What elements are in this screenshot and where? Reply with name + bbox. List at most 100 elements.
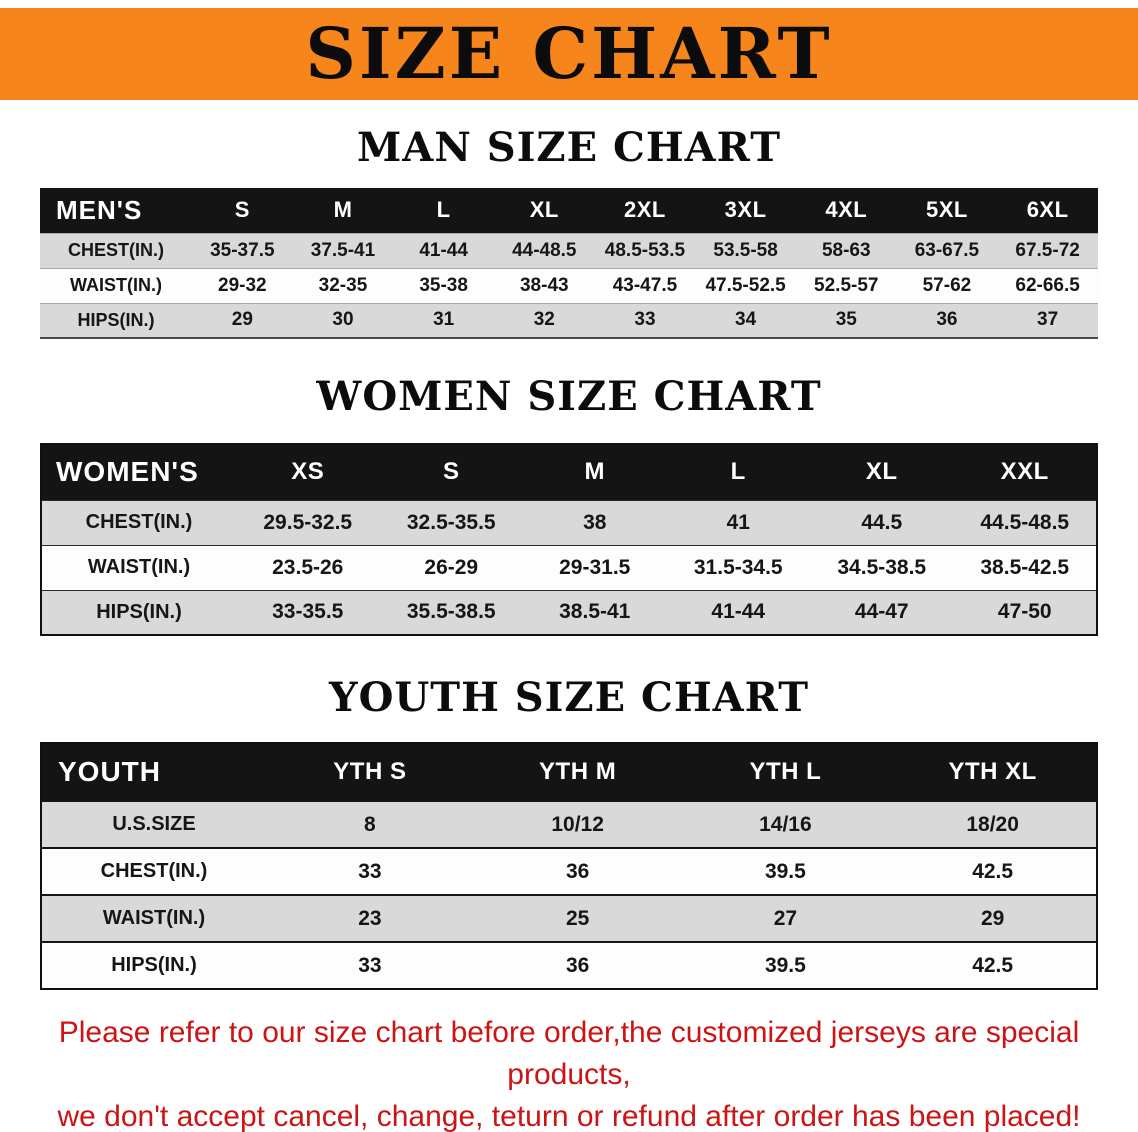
value-cell: 8 bbox=[266, 800, 474, 848]
value-cell: 29-32 bbox=[192, 267, 293, 303]
row-label: CHEST(IN.) bbox=[41, 499, 236, 545]
column-header: 2XL bbox=[594, 188, 696, 233]
value-cell: 41 bbox=[666, 499, 810, 545]
column-header: XL bbox=[810, 444, 954, 500]
table-title-cell: WOMEN'S bbox=[41, 444, 236, 500]
value-cell: 29.5-32.5 bbox=[236, 499, 380, 545]
youth-size-table: YOUTH YTH S YTH M YTH L YTH XL U.S.SIZE 8 10/12… bbox=[40, 742, 1098, 990]
column-header: M bbox=[292, 188, 394, 233]
value-cell: 62-66.5 bbox=[997, 267, 1098, 303]
row-label: WAIST(IN.) bbox=[41, 544, 236, 590]
row-label: WAIST(IN.) bbox=[40, 267, 192, 303]
disclaimer-line-1: Please refer to our size chart before or… bbox=[58, 1016, 1080, 1091]
value-cell: 36 bbox=[473, 847, 682, 895]
value-cell: 29 bbox=[889, 894, 1097, 942]
value-cell: 39.5 bbox=[681, 941, 890, 989]
row-label: CHEST(IN.) bbox=[41, 847, 266, 895]
value-cell: 32-35 bbox=[292, 267, 394, 303]
value-cell: 32 bbox=[493, 302, 595, 338]
value-cell: 48.5-53.5 bbox=[594, 232, 696, 268]
value-cell: 29-31.5 bbox=[523, 544, 667, 590]
value-cell: 33-35.5 bbox=[236, 589, 380, 635]
value-cell: 38.5-42.5 bbox=[953, 544, 1097, 590]
value-cell: 33 bbox=[266, 941, 474, 989]
value-cell: 27 bbox=[681, 894, 890, 942]
column-header: XS bbox=[236, 444, 380, 500]
column-header: XL bbox=[493, 188, 595, 233]
women-size-table: WOMEN'S XS S M L XL XXL CHEST(IN.) 29.5-32.5 32.5… bbox=[40, 443, 1098, 636]
value-cell: 42.5 bbox=[889, 941, 1097, 989]
value-cell: 44.5-48.5 bbox=[953, 499, 1097, 545]
table-row: HIPS(IN.) 33-35.5 35.5-38.5 38.5-41 41-44 44-… bbox=[41, 589, 1097, 635]
value-cell: 36 bbox=[473, 941, 682, 989]
table-row: WAIST(IN.) 23.5-26 26-29 29-31.5 31.5-34.5 34… bbox=[41, 544, 1097, 590]
value-cell: 23 bbox=[266, 894, 474, 942]
value-cell: 29 bbox=[192, 302, 293, 338]
table-body: CHEST(IN.) 35-37.5 37.5-41 41-44 44-48.5 48.5… bbox=[40, 232, 1098, 338]
banner: SIZE CHART bbox=[0, 8, 1138, 100]
value-cell: 33 bbox=[266, 847, 474, 895]
column-header: M bbox=[523, 444, 667, 500]
table-head: WOMEN'S XS S M L XL XXL bbox=[41, 444, 1097, 500]
youth-section-heading: YOUTH SIZE CHART bbox=[329, 674, 809, 721]
column-header: YTH M bbox=[473, 743, 682, 801]
value-cell: 23.5-26 bbox=[236, 544, 380, 590]
value-cell: 35 bbox=[795, 302, 897, 338]
table-row: U.S.SIZE 8 10/12 14/16 18/20 bbox=[41, 800, 1097, 848]
value-cell: 41-44 bbox=[393, 232, 494, 268]
value-cell: 35-38 bbox=[393, 267, 494, 303]
row-label: HIPS(IN.) bbox=[41, 941, 266, 989]
value-cell: 10/12 bbox=[473, 800, 682, 848]
value-cell: 33 bbox=[594, 302, 696, 338]
value-cell: 44.5 bbox=[810, 499, 954, 545]
table-body: CHEST(IN.) 29.5-32.5 32.5-35.5 38 41 44.5 44.5… bbox=[41, 499, 1097, 635]
value-cell: 32.5-35.5 bbox=[379, 499, 523, 545]
value-cell: 38.5-41 bbox=[523, 589, 667, 635]
column-header: S bbox=[192, 188, 293, 233]
value-cell: 18/20 bbox=[889, 800, 1097, 848]
value-cell: 53.5-58 bbox=[695, 232, 796, 268]
table-row: WAIST(IN.) 23 25 27 29 bbox=[41, 894, 1097, 942]
table-row: CHEST(IN.) 35-37.5 37.5-41 41-44 44-48.5 48.5… bbox=[40, 232, 1098, 268]
value-cell: 43-47.5 bbox=[594, 267, 696, 303]
table-body: U.S.SIZE 8 10/12 14/16 18/20 CHEST(IN.) 33 36 39… bbox=[41, 800, 1097, 989]
column-header: YTH XL bbox=[889, 743, 1097, 801]
disclaimer: Please refer to our size chart before or… bbox=[0, 1012, 1138, 1132]
row-label: HIPS(IN.) bbox=[40, 302, 192, 338]
table-title-cell: YOUTH bbox=[41, 743, 266, 801]
page-title: SIZE CHART bbox=[305, 12, 833, 95]
value-cell: 31.5-34.5 bbox=[666, 544, 810, 590]
value-cell: 63-67.5 bbox=[896, 232, 998, 268]
value-cell: 34.5-38.5 bbox=[810, 544, 954, 590]
disclaimer-line-2: we don't accept cancel, change, teturn o… bbox=[57, 1100, 1081, 1132]
column-header: 4XL bbox=[795, 188, 897, 233]
column-header: YTH S bbox=[266, 743, 474, 801]
row-label: HIPS(IN.) bbox=[41, 589, 236, 635]
value-cell: 37.5-41 bbox=[292, 232, 394, 268]
column-header: YTH L bbox=[681, 743, 890, 801]
column-header: L bbox=[666, 444, 810, 500]
value-cell: 47.5-52.5 bbox=[695, 267, 796, 303]
value-cell: 57-62 bbox=[896, 267, 998, 303]
men-size-table: MEN'S S M L XL 2XL 3XL 4XL 5XL 6XL CHEST(IN.) 35-37… bbox=[40, 188, 1098, 339]
header-row: MEN'S S M L XL 2XL 3XL 4XL 5XL 6XL bbox=[40, 188, 1098, 233]
value-cell: 44-47 bbox=[810, 589, 954, 635]
table-row: HIPS(IN.) 29 30 31 32 33 34 35 36 37 bbox=[40, 302, 1098, 338]
value-cell: 34 bbox=[695, 302, 796, 338]
value-cell: 35.5-38.5 bbox=[379, 589, 523, 635]
value-cell: 38 bbox=[523, 499, 667, 545]
column-header: XXL bbox=[953, 444, 1097, 500]
value-cell: 38-43 bbox=[493, 267, 595, 303]
table-row: CHEST(IN.) 29.5-32.5 32.5-35.5 38 41 44.5 44.5… bbox=[41, 499, 1097, 545]
value-cell: 52.5-57 bbox=[795, 267, 897, 303]
value-cell: 67.5-72 bbox=[997, 232, 1098, 268]
value-cell: 14/16 bbox=[681, 800, 890, 848]
value-cell: 58-63 bbox=[795, 232, 897, 268]
table-row: WAIST(IN.) 29-32 32-35 35-38 38-43 43-47.5 47.… bbox=[40, 267, 1098, 303]
table-head: MEN'S S M L XL 2XL 3XL 4XL 5XL 6XL bbox=[40, 188, 1098, 233]
column-header: S bbox=[379, 444, 523, 500]
value-cell: 36 bbox=[896, 302, 998, 338]
row-label: WAIST(IN.) bbox=[41, 894, 266, 942]
value-cell: 30 bbox=[292, 302, 394, 338]
